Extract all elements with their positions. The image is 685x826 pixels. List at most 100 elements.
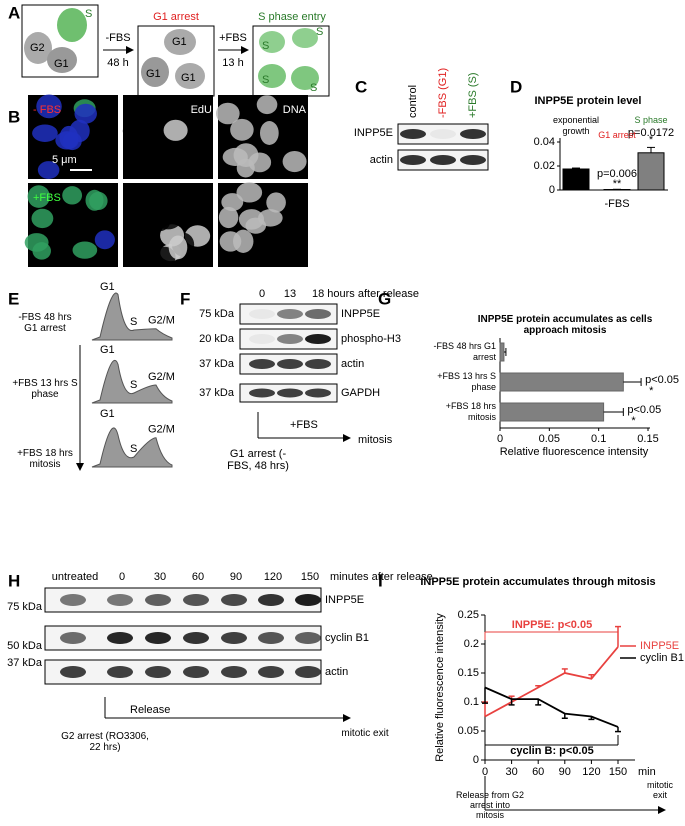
y-tick-label: 0.04 <box>534 136 555 148</box>
band <box>145 594 171 606</box>
band <box>249 334 275 344</box>
label: 20 kDa <box>199 333 235 345</box>
nucleus <box>146 214 170 232</box>
annotation: p=0.006 <box>597 168 637 180</box>
legend-label: INPP5E <box>640 640 679 652</box>
panel-letter: D <box>510 77 522 96</box>
end-label: mitotic exit <box>646 780 673 800</box>
ellipse-shape <box>24 32 52 64</box>
panel-letter: A <box>8 3 20 22</box>
band <box>221 666 247 678</box>
y-axis-label: Relative fluorescence intensity <box>434 613 446 762</box>
phase-label: S <box>130 379 137 391</box>
label: G1 <box>146 68 161 80</box>
start-label: Release from G2 arrest into mitosis <box>455 790 525 820</box>
x-tick-label: 30 <box>505 766 517 778</box>
nucleus <box>122 120 147 142</box>
label: -FBS <box>105 32 130 44</box>
ellipse-shape <box>258 64 286 88</box>
x-tick-label: 120 <box>582 766 600 778</box>
y-tick-label: 0.15 <box>458 667 479 679</box>
bar <box>562 168 590 191</box>
nucleus <box>163 119 188 141</box>
panel-letter: C <box>355 77 367 96</box>
y-tick-label: 0.02 <box>534 160 555 172</box>
ellipse-shape <box>57 8 87 42</box>
band <box>107 632 133 644</box>
band <box>430 129 456 139</box>
bar <box>637 152 665 191</box>
nucleus <box>282 150 307 173</box>
g-shape <box>239 303 338 403</box>
g-shape <box>44 587 322 685</box>
label: -FBS (G1) <box>437 68 449 118</box>
band <box>305 334 331 344</box>
phase-label: G1 <box>100 344 115 356</box>
label: actin <box>370 154 393 166</box>
annotation: * <box>631 415 636 427</box>
band <box>277 334 303 344</box>
legend-label: cyclin B1 <box>640 652 684 664</box>
ellipse-shape <box>259 31 285 53</box>
category-label: +FBS 13 hrs S phase <box>437 371 496 392</box>
x-tick-label: 150 <box>609 766 627 778</box>
label: INPP5E <box>341 308 380 320</box>
g-shape: S S S S <box>262 26 323 94</box>
ellipse-shape <box>164 29 196 55</box>
label: S phase entry <box>258 11 326 23</box>
x-tick-label: 0.15 <box>637 433 658 445</box>
label: 75 kDa <box>199 308 235 320</box>
nucleus <box>27 185 50 208</box>
nucleus <box>32 124 58 142</box>
ellipse-shape <box>175 63 205 89</box>
panel-letter: F <box>180 289 190 308</box>
label: 13 h <box>222 57 243 69</box>
label: +FBS (S) <box>467 72 479 118</box>
nucleus <box>215 102 240 125</box>
label: +FBS <box>33 192 61 204</box>
label: 60 <box>192 571 204 583</box>
y-tick-label: 0.25 <box>458 609 479 621</box>
nucleus <box>218 206 239 229</box>
band <box>305 388 331 398</box>
band <box>277 309 303 319</box>
nucleus <box>55 131 79 150</box>
label: S <box>262 40 269 52</box>
label: actin <box>341 358 364 370</box>
band <box>400 129 426 139</box>
band <box>460 155 486 165</box>
nucleus <box>62 186 83 205</box>
nucleus <box>245 217 267 234</box>
category-label: +FBS 18 hrs mitosis <box>445 401 496 422</box>
nucleus <box>236 182 263 203</box>
panel-letter: I <box>378 571 383 590</box>
category-label: exponential growth <box>552 115 600 136</box>
nucleus <box>37 161 60 179</box>
label: G1 <box>54 58 69 70</box>
label: 30 <box>154 571 166 583</box>
category-label: -FBS 48 hrs G1 arrest <box>433 341 496 362</box>
band <box>249 388 275 398</box>
label: 37 kDa <box>199 387 235 399</box>
label: actin <box>325 666 348 678</box>
nucleus <box>152 150 175 170</box>
band <box>183 632 209 644</box>
category-label: S phase <box>634 115 668 125</box>
nucleus <box>72 241 98 259</box>
panel-letter: G <box>378 289 391 308</box>
nucleus <box>219 231 242 252</box>
nucleus <box>256 95 278 115</box>
label: +FBS <box>219 32 247 44</box>
nucleus <box>160 224 185 247</box>
label: GAPDH <box>341 387 380 399</box>
band <box>258 632 284 644</box>
nucleus <box>85 189 104 211</box>
band <box>295 632 321 644</box>
band <box>400 155 426 165</box>
label: G1 <box>181 72 196 84</box>
chart-title: INPP5E protein accumulates through mitos… <box>420 576 655 588</box>
bar <box>499 402 605 422</box>
label: +FBS <box>290 419 318 431</box>
label: untreated <box>52 571 98 583</box>
y-tick-label: 0.05 <box>458 725 479 737</box>
